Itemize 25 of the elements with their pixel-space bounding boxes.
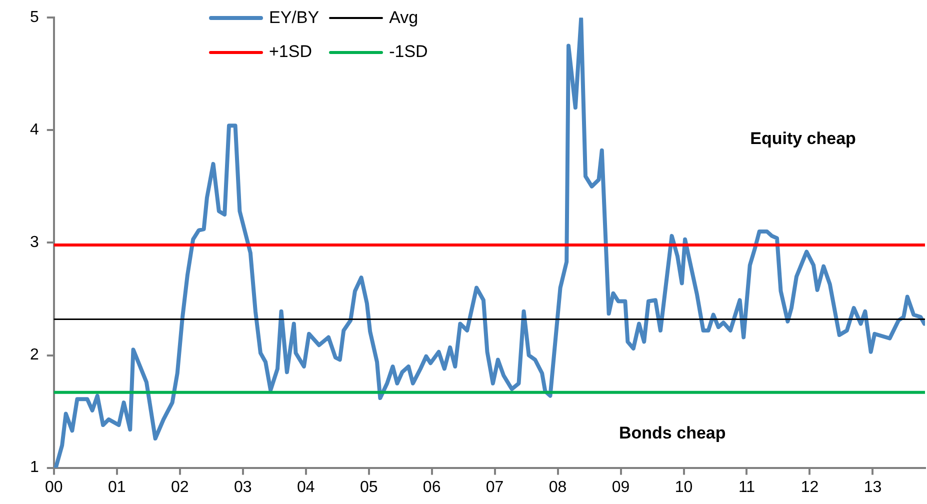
legend-label: +1SD — [269, 42, 312, 62]
annotation: Bonds cheap — [619, 424, 726, 443]
x-tick-label: 08 — [548, 478, 567, 496]
legend-label: -1SD — [389, 42, 428, 62]
x-tick-label: 03 — [234, 478, 252, 496]
legend-label: Avg — [389, 8, 418, 28]
x-tick-label: 13 — [864, 478, 882, 496]
y-tick-label: 3 — [30, 234, 39, 252]
x-tick-label: 01 — [108, 478, 126, 496]
y-tick-label: 2 — [30, 346, 39, 364]
y-tick-label: 1 — [30, 459, 39, 476]
x-tick-label: 11 — [738, 478, 756, 496]
x-tick-label: 00 — [45, 478, 63, 496]
y-tick-label: 5 — [30, 9, 39, 26]
x-tick-label: 10 — [674, 478, 693, 496]
x-tick-label: 12 — [800, 478, 819, 496]
legend-label: EY/BY — [269, 8, 320, 28]
x-tick-label: 02 — [170, 478, 189, 496]
x-tick-label: 07 — [486, 478, 504, 496]
x-tick-label: 09 — [612, 478, 630, 496]
y-tick-label: 4 — [30, 122, 39, 139]
annotation: Equity cheap — [750, 128, 856, 148]
x-tick-label: 06 — [422, 478, 441, 496]
x-tick-label: 04 — [296, 478, 315, 496]
x-tick-label: 05 — [360, 478, 378, 496]
